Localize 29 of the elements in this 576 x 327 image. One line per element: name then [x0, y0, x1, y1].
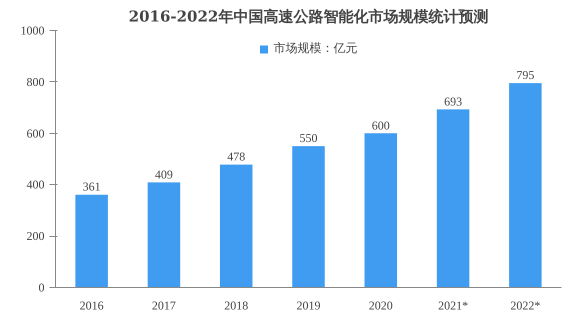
- y-tick-label: 800: [26, 74, 44, 89]
- bar: [509, 83, 542, 288]
- x-tick-label: 2017: [152, 298, 176, 312]
- y-tick-label: 1000: [20, 24, 44, 38]
- data-label: 409: [154, 167, 173, 182]
- x-tick-label: 2022*: [510, 298, 540, 312]
- x-tick-label: 2016: [80, 298, 104, 312]
- bar: [75, 194, 108, 288]
- x-tick-label: 2020: [368, 298, 393, 312]
- bar: [148, 182, 180, 288]
- x-tick-label: 2021*: [438, 298, 468, 312]
- x-tick-label: 2019: [296, 298, 320, 312]
- data-label: 478: [227, 150, 246, 164]
- legend-label: 市场规模：亿元: [274, 40, 358, 57]
- y-tick-label: 200: [26, 229, 44, 244]
- data-label: 693: [444, 94, 462, 108]
- bar: [220, 164, 252, 288]
- y-tick-label: 0: [38, 280, 44, 294]
- bar: [364, 133, 398, 288]
- data-label: 600: [372, 118, 390, 132]
- y-tick-label: 400: [26, 178, 44, 192]
- data-label: 550: [300, 131, 318, 146]
- bar: [436, 109, 470, 288]
- data-label: 795: [516, 68, 534, 82]
- chart-title: 2016-2022年中国高速公路智能化市场规模统计预测: [128, 8, 488, 26]
- bar: [292, 146, 325, 288]
- x-tick-label: 2018: [224, 298, 248, 312]
- y-tick-label: 600: [26, 126, 44, 140]
- data-label: 361: [82, 180, 101, 194]
